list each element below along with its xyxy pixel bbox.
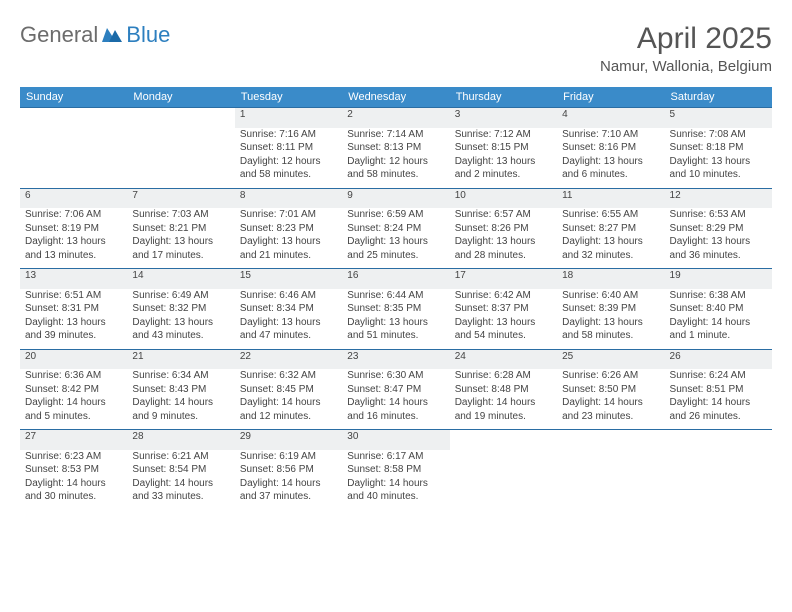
day-number-cell: 17: [450, 269, 557, 289]
day-number-cell: 20: [20, 349, 127, 369]
day-number-row: 12345: [20, 108, 772, 128]
day-header: Thursday: [450, 87, 557, 108]
day-detail-cell: Sunrise: 6:30 AMSunset: 8:47 PMDaylight:…: [342, 369, 449, 430]
day-number-cell: 13: [20, 269, 127, 289]
day-number-cell: 22: [235, 349, 342, 369]
day-detail-cell: Sunrise: 6:42 AMSunset: 8:37 PMDaylight:…: [450, 289, 557, 350]
day-number-cell: 5: [665, 108, 772, 128]
day-detail-cell: [450, 450, 557, 510]
day-number-cell: 4: [557, 108, 664, 128]
day-detail-cell: Sunrise: 6:19 AMSunset: 8:56 PMDaylight:…: [235, 450, 342, 510]
calendar-body: 12345 Sunrise: 7:16 AMSunset: 8:11 PMDay…: [20, 108, 772, 510]
day-detail-cell: [557, 450, 664, 510]
day-header: Saturday: [665, 87, 772, 108]
day-detail-cell: Sunrise: 6:23 AMSunset: 8:53 PMDaylight:…: [20, 450, 127, 510]
triangle-icon: [102, 22, 122, 48]
day-detail-cell: Sunrise: 6:51 AMSunset: 8:31 PMDaylight:…: [20, 289, 127, 350]
page-header: General Blue April 2025 Namur, Wallonia,…: [20, 22, 772, 75]
day-detail-row: Sunrise: 6:51 AMSunset: 8:31 PMDaylight:…: [20, 289, 772, 350]
day-detail-row: Sunrise: 7:16 AMSunset: 8:11 PMDaylight:…: [20, 128, 772, 189]
day-number-cell: 9: [342, 188, 449, 208]
day-number-cell: 19: [665, 269, 772, 289]
day-detail-cell: Sunrise: 6:49 AMSunset: 8:32 PMDaylight:…: [127, 289, 234, 350]
day-detail-cell: Sunrise: 6:44 AMSunset: 8:35 PMDaylight:…: [342, 289, 449, 350]
day-detail-cell: Sunrise: 7:08 AMSunset: 8:18 PMDaylight:…: [665, 128, 772, 189]
day-detail-cell: Sunrise: 6:32 AMSunset: 8:45 PMDaylight:…: [235, 369, 342, 430]
day-number-cell: 14: [127, 269, 234, 289]
day-number-cell: 11: [557, 188, 664, 208]
day-number-cell: [20, 108, 127, 128]
day-number-cell: 26: [665, 349, 772, 369]
day-detail-cell: Sunrise: 6:26 AMSunset: 8:50 PMDaylight:…: [557, 369, 664, 430]
day-number-cell: 25: [557, 349, 664, 369]
day-detail-cell: Sunrise: 6:59 AMSunset: 8:24 PMDaylight:…: [342, 208, 449, 269]
day-number-cell: 28: [127, 430, 234, 450]
day-detail-cell: Sunrise: 6:24 AMSunset: 8:51 PMDaylight:…: [665, 369, 772, 430]
day-number-cell: 27: [20, 430, 127, 450]
day-detail-cell: [20, 128, 127, 189]
day-detail-cell: Sunrise: 6:17 AMSunset: 8:58 PMDaylight:…: [342, 450, 449, 510]
day-detail-cell: Sunrise: 7:10 AMSunset: 8:16 PMDaylight:…: [557, 128, 664, 189]
day-number-cell: 8: [235, 188, 342, 208]
day-number-cell: 10: [450, 188, 557, 208]
day-detail-cell: Sunrise: 7:12 AMSunset: 8:15 PMDaylight:…: [450, 128, 557, 189]
day-detail-cell: Sunrise: 6:21 AMSunset: 8:54 PMDaylight:…: [127, 450, 234, 510]
calendar-table: SundayMondayTuesdayWednesdayThursdayFrid…: [20, 87, 772, 510]
title-block: April 2025 Namur, Wallonia, Belgium: [600, 22, 772, 75]
day-number-cell: 12: [665, 188, 772, 208]
day-number-row: 13141516171819: [20, 269, 772, 289]
day-number-row: 6789101112: [20, 188, 772, 208]
day-number-cell: 24: [450, 349, 557, 369]
day-detail-cell: Sunrise: 6:28 AMSunset: 8:48 PMDaylight:…: [450, 369, 557, 430]
month-title: April 2025: [600, 22, 772, 56]
day-detail-cell: [127, 128, 234, 189]
logo: General Blue: [20, 22, 170, 48]
location: Namur, Wallonia, Belgium: [600, 58, 772, 75]
day-number-cell: 15: [235, 269, 342, 289]
day-detail-cell: [665, 450, 772, 510]
day-number-cell: 1: [235, 108, 342, 128]
day-detail-cell: Sunrise: 7:16 AMSunset: 8:11 PMDaylight:…: [235, 128, 342, 189]
day-number-cell: [450, 430, 557, 450]
day-header: Sunday: [20, 87, 127, 108]
day-detail-cell: Sunrise: 6:38 AMSunset: 8:40 PMDaylight:…: [665, 289, 772, 350]
day-number-cell: 18: [557, 269, 664, 289]
day-number-cell: 16: [342, 269, 449, 289]
day-number-row: 20212223242526: [20, 349, 772, 369]
day-number-row: 27282930: [20, 430, 772, 450]
day-number-cell: [557, 430, 664, 450]
day-detail-cell: Sunrise: 7:06 AMSunset: 8:19 PMDaylight:…: [20, 208, 127, 269]
day-detail-cell: Sunrise: 6:53 AMSunset: 8:29 PMDaylight:…: [665, 208, 772, 269]
day-header: Monday: [127, 87, 234, 108]
day-number-cell: 30: [342, 430, 449, 450]
day-detail-row: Sunrise: 7:06 AMSunset: 8:19 PMDaylight:…: [20, 208, 772, 269]
day-detail-cell: Sunrise: 6:40 AMSunset: 8:39 PMDaylight:…: [557, 289, 664, 350]
day-number-cell: [127, 108, 234, 128]
day-header-row: SundayMondayTuesdayWednesdayThursdayFrid…: [20, 87, 772, 108]
day-detail-cell: Sunrise: 6:55 AMSunset: 8:27 PMDaylight:…: [557, 208, 664, 269]
calendar-head: SundayMondayTuesdayWednesdayThursdayFrid…: [20, 87, 772, 108]
day-detail-cell: Sunrise: 7:03 AMSunset: 8:21 PMDaylight:…: [127, 208, 234, 269]
day-detail-cell: Sunrise: 6:36 AMSunset: 8:42 PMDaylight:…: [20, 369, 127, 430]
day-number-cell: [665, 430, 772, 450]
day-detail-cell: Sunrise: 6:57 AMSunset: 8:26 PMDaylight:…: [450, 208, 557, 269]
day-number-cell: 29: [235, 430, 342, 450]
logo-text-a: General: [20, 22, 98, 48]
day-header: Wednesday: [342, 87, 449, 108]
day-detail-cell: Sunrise: 6:46 AMSunset: 8:34 PMDaylight:…: [235, 289, 342, 350]
logo-text-b: Blue: [126, 22, 170, 48]
day-number-cell: 23: [342, 349, 449, 369]
day-number-cell: 2: [342, 108, 449, 128]
day-number-cell: 7: [127, 188, 234, 208]
day-header: Tuesday: [235, 87, 342, 108]
day-detail-cell: Sunrise: 7:14 AMSunset: 8:13 PMDaylight:…: [342, 128, 449, 189]
day-detail-row: Sunrise: 6:36 AMSunset: 8:42 PMDaylight:…: [20, 369, 772, 430]
day-detail-cell: Sunrise: 6:34 AMSunset: 8:43 PMDaylight:…: [127, 369, 234, 430]
day-header: Friday: [557, 87, 664, 108]
day-number-cell: 6: [20, 188, 127, 208]
day-detail-cell: Sunrise: 7:01 AMSunset: 8:23 PMDaylight:…: [235, 208, 342, 269]
day-detail-row: Sunrise: 6:23 AMSunset: 8:53 PMDaylight:…: [20, 450, 772, 510]
day-number-cell: 3: [450, 108, 557, 128]
day-number-cell: 21: [127, 349, 234, 369]
